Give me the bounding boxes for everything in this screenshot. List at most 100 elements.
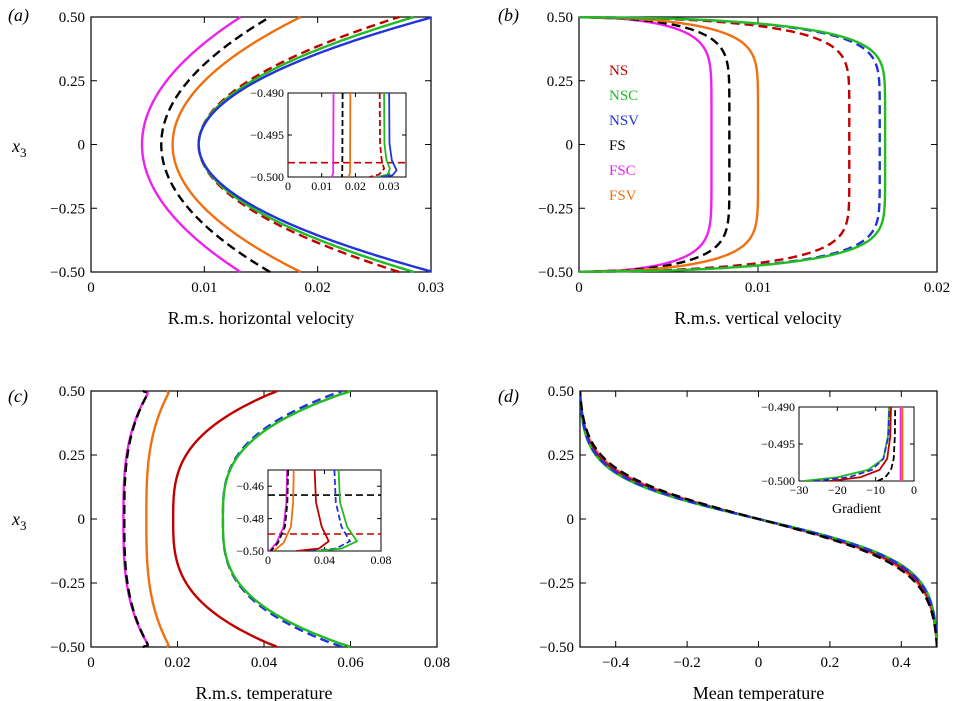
inset-series-line-nsv <box>814 407 891 481</box>
x-tick-label: −10 <box>866 483 885 497</box>
y-tick-label: 0.25 <box>59 74 85 90</box>
y-tick-label: 0.25 <box>547 74 573 90</box>
series-line-fsc <box>579 16 713 273</box>
legend-entry-fsc: FSC <box>609 163 636 179</box>
y-tick-label: −0.25 <box>50 201 85 217</box>
series-line-ns <box>579 16 851 273</box>
inset-series-line-fs <box>877 407 897 481</box>
inset-frame <box>798 406 915 482</box>
y-tick-label: −0.25 <box>539 576 574 592</box>
series-line-nsv <box>197 16 431 273</box>
inset-series-line-fsc <box>330 93 335 177</box>
panel-c: 0 0.02 0.04 0.06 0.08 −0.50 −0.25 0 0.25 0.50 (c) R… <box>8 384 450 701</box>
series-line-fsv <box>579 16 760 273</box>
series-line-fs <box>123 390 149 648</box>
legend-entry-fs: FS <box>609 138 626 154</box>
y-tick-label: −0.500 <box>250 170 284 184</box>
y-tick-label: −0.50 <box>50 265 85 281</box>
panel-d: −0.4 −0.2 0 0.2 0.4 −0.50 −0.25 0 0.25 0.50 (d) Mea… <box>498 384 938 701</box>
inset-series-group <box>268 470 381 551</box>
y-tick-label: −0.490 <box>761 400 795 414</box>
series-line-ns <box>171 390 278 648</box>
x-tick-label: 0 <box>265 553 271 567</box>
y-axis-label-sub: 3 <box>20 145 27 160</box>
y-tick-label: 0 <box>567 512 575 528</box>
series-line-fsc <box>140 16 242 273</box>
x-tick-label: 0.06 <box>337 655 364 671</box>
x-tick-label: −0.4 <box>602 655 630 671</box>
x-tick-label: 0.2 <box>821 655 840 671</box>
series-line-nsc <box>579 16 887 273</box>
inset-series-group <box>802 407 904 481</box>
x-tick-label: 0.02 <box>305 280 331 296</box>
x-tick-label: 0.08 <box>371 553 392 567</box>
panel-label: (b) <box>498 5 519 26</box>
y-axis-label-sub: 3 <box>20 518 27 533</box>
x-tick-label: 0.04 <box>251 655 278 671</box>
series-line-fs <box>160 16 271 273</box>
inset-series-line-fsc <box>268 470 288 551</box>
x-axis-label: Mean temperature <box>693 683 824 701</box>
inset-c: 0 0.04 0.08 −0.50 −0.48 −0.46 <box>236 469 392 567</box>
x-tick-label: 0 <box>285 179 291 193</box>
y-tick-label: 0 <box>78 138 86 154</box>
y-tick-label: −0.50 <box>538 265 573 281</box>
y-tick-label: −0.46 <box>236 479 264 493</box>
inset-series-line-fs <box>270 470 289 551</box>
x-tick-label: −30 <box>790 483 809 497</box>
y-axis-label-main: x <box>11 136 20 156</box>
y-tick-label: 0.50 <box>547 10 573 26</box>
x-tick-label: 0 <box>87 280 95 296</box>
y-tick-label: 0.25 <box>548 448 574 464</box>
panel-label: (c) <box>8 386 28 407</box>
series-line-fsv <box>171 16 302 273</box>
series-line-fsc <box>122 390 149 648</box>
x-tick-label: 0.04 <box>314 553 335 567</box>
x-tick-label: 0.02 <box>164 655 190 671</box>
x-tick-label: 0 <box>87 655 95 671</box>
y-tick-label: −0.25 <box>50 576 85 592</box>
legend: NS NSC NSV FS FSC FSV <box>609 63 639 204</box>
legend-entry-ns: NS <box>609 63 628 79</box>
x-tick-label: 0 <box>575 280 583 296</box>
x-tick-label: 0.02 <box>345 179 366 193</box>
legend-entry-fsv: FSV <box>609 188 637 204</box>
x-tick-label: 0.01 <box>191 280 217 296</box>
series-group <box>140 16 431 273</box>
y-tick-label: −0.495 <box>761 437 795 451</box>
y-tick-label: −0.50 <box>236 544 264 558</box>
panel-label: (d) <box>498 386 519 407</box>
x-tick-label: −20 <box>828 483 847 497</box>
y-tick-label: 0.50 <box>59 384 85 400</box>
series-line-nsc <box>221 390 351 648</box>
y-axis-label: x3 <box>11 136 27 160</box>
inset-d: −30 −20 −10 0 −0.500 −0.495 −0.490 Gradient <box>761 400 917 517</box>
series-group <box>580 390 937 648</box>
y-axis-label-main: x <box>11 509 20 529</box>
y-tick-label: −0.25 <box>538 201 573 217</box>
legend-entry-nsv: NSV <box>609 113 639 129</box>
inset-series-line-nsc <box>377 93 391 177</box>
x-tick-label: 0.03 <box>379 179 400 193</box>
inset-a: 0 0.01 0.02 0.03 −0.500 −0.495 −0.490 <box>250 86 407 193</box>
x-tick-label: 0.03 <box>418 280 444 296</box>
y-tick-label: 0.50 <box>548 384 574 400</box>
panel-label: (a) <box>8 5 29 26</box>
y-tick-label: −0.490 <box>250 86 284 100</box>
inset-series-line-nsv <box>380 93 398 177</box>
x-axis-label: R.m.s. vertical velocity <box>674 308 841 328</box>
x-tick-label: 0 <box>911 483 917 497</box>
x-tick-label: 0 <box>755 655 763 671</box>
inset-x-axis-label: Gradient <box>832 502 881 517</box>
panel-a: 0 0.01 0.02 0.03 −0.50 −0.25 0 0.25 0.50 (a) R.m.s… <box>8 5 444 328</box>
x-tick-label: 0.01 <box>311 179 332 193</box>
x-tick-label: −0.2 <box>673 655 700 671</box>
x-axis-label: R.m.s. horizontal velocity <box>168 308 354 328</box>
series-line-fs <box>579 16 731 273</box>
y-tick-label: −0.50 <box>50 640 85 656</box>
inset-series-line-fsv <box>273 470 295 551</box>
series-group <box>122 390 351 648</box>
y-tick-label: 0.50 <box>59 10 85 26</box>
y-tick-label: −0.48 <box>236 512 264 526</box>
